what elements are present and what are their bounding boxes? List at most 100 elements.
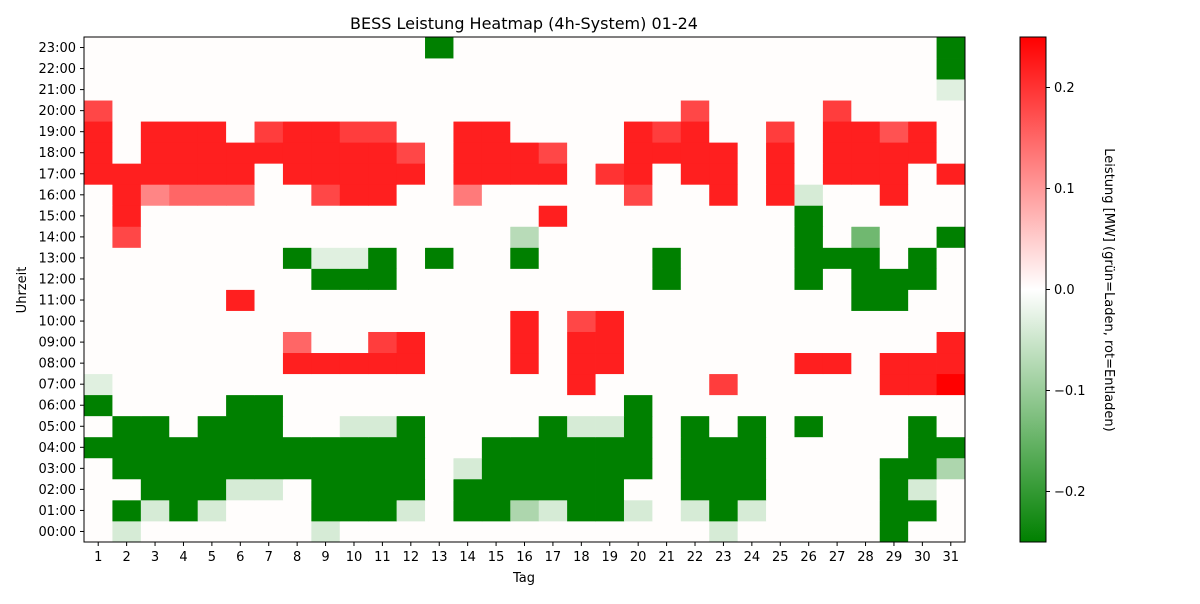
heatmap-cell: [538, 100, 568, 122]
heatmap-cell: [169, 520, 199, 543]
heatmap-cell: [595, 142, 625, 164]
heatmap-cell: [368, 436, 398, 459]
heatmap-cell: [481, 79, 511, 101]
heatmap-cell: [311, 163, 341, 185]
heatmap-cell: [567, 247, 596, 269]
heatmap-cell: [567, 394, 596, 417]
heatmap-cell: [112, 184, 142, 206]
heatmap-cell: [595, 310, 625, 332]
heatmap-cell: [169, 289, 199, 311]
x-tick-label: 11: [374, 550, 391, 565]
heatmap-cell: [766, 415, 795, 438]
heatmap-cell: [794, 289, 824, 311]
heatmap-cell: [908, 205, 937, 227]
heatmap-cell: [282, 478, 312, 501]
heatmap-cell: [766, 226, 795, 248]
heatmap-cell: [908, 289, 937, 311]
heatmap-cell: [84, 415, 113, 438]
heatmap-cell: [538, 163, 568, 185]
heatmap-cell: [680, 331, 710, 354]
heatmap-cell: [169, 121, 199, 143]
heatmap-cell: [368, 205, 398, 227]
heatmap-cell: [481, 310, 511, 332]
heatmap-cell: [339, 37, 369, 59]
heatmap-cell: [254, 457, 284, 480]
heatmap-cell: [680, 226, 710, 248]
heatmap-cell: [623, 457, 653, 480]
heatmap-cell: [169, 163, 199, 185]
y-tick-label: 02:00: [39, 483, 76, 498]
heatmap-cell: [282, 310, 312, 332]
heatmap-cell: [510, 184, 540, 206]
colorbar-tick-label: −0.1: [1054, 384, 1086, 399]
heatmap-cell: [226, 499, 255, 522]
heatmap-cell: [112, 499, 142, 522]
heatmap-cell: [481, 289, 511, 311]
heatmap-cell: [652, 436, 682, 459]
heatmap-cell: [282, 79, 312, 101]
heatmap-cell: [84, 184, 113, 206]
heatmap-cell: [226, 373, 255, 396]
x-tick-label: 23: [715, 550, 732, 565]
heatmap-cell: [226, 478, 255, 501]
heatmap-cell: [453, 373, 483, 396]
heatmap-cell: [425, 352, 454, 375]
heatmap-cell: [510, 289, 540, 311]
heatmap-cell: [140, 163, 170, 185]
heatmap-cell: [908, 247, 937, 269]
heatmap-cell: [908, 520, 937, 543]
heatmap-cell: [709, 142, 739, 164]
heatmap-cell: [680, 436, 710, 459]
heatmap-cell: [396, 520, 426, 543]
heatmap-cell: [680, 37, 710, 59]
heatmap-cell: [481, 247, 511, 269]
heatmap-cell: [680, 373, 710, 396]
heatmap-cell: [311, 121, 341, 143]
heatmap-cell: [538, 499, 568, 522]
heatmap-cell: [595, 121, 625, 143]
heatmap-cell: [908, 58, 937, 80]
heatmap-cell: [282, 394, 312, 417]
heatmap-cell: [794, 352, 824, 375]
heatmap-cell: [339, 310, 369, 332]
heatmap-cell: [510, 205, 540, 227]
heatmap-cell: [567, 79, 596, 101]
x-tick-label: 31: [943, 550, 960, 565]
heatmap-cell: [709, 184, 739, 206]
y-tick-label: 13:00: [39, 251, 76, 266]
heatmap-cell: [567, 478, 596, 501]
heatmap-cell: [453, 79, 483, 101]
heatmap-cell: [879, 226, 909, 248]
heatmap-cell: [936, 121, 966, 143]
heatmap-cell: [623, 184, 653, 206]
heatmap-cell: [396, 121, 426, 143]
y-tick-label: 22:00: [39, 62, 76, 77]
heatmap-cell: [112, 142, 142, 164]
heatmap-cell: [254, 121, 284, 143]
heatmap-cell: [396, 247, 426, 269]
heatmap-cell: [766, 100, 795, 122]
heatmap-cell: [936, 394, 966, 417]
heatmap-cell: [709, 247, 739, 269]
heatmap-cell: [510, 478, 540, 501]
heatmap-cell: [453, 163, 483, 185]
heatmap-cell: [396, 289, 426, 311]
heatmap-cell: [510, 331, 540, 354]
heatmap-cell: [595, 184, 625, 206]
heatmap-cell: [453, 436, 483, 459]
heatmap-cell: [652, 499, 682, 522]
heatmap-cell: [623, 478, 653, 501]
heatmap-cell: [282, 352, 312, 375]
heatmap-cell: [510, 142, 540, 164]
heatmap-cell: [197, 100, 227, 122]
heatmap-cell: [396, 79, 426, 101]
heatmap-cell: [368, 331, 398, 354]
heatmap-cell: [766, 331, 795, 354]
heatmap-cell: [680, 352, 710, 375]
heatmap-cell: [453, 478, 483, 501]
heatmap-cell: [339, 478, 369, 501]
x-tick-label: 4: [179, 550, 187, 565]
y-tick-label: 14:00: [39, 230, 76, 245]
heatmap-cell: [936, 79, 966, 101]
heatmap-cell: [226, 100, 255, 122]
